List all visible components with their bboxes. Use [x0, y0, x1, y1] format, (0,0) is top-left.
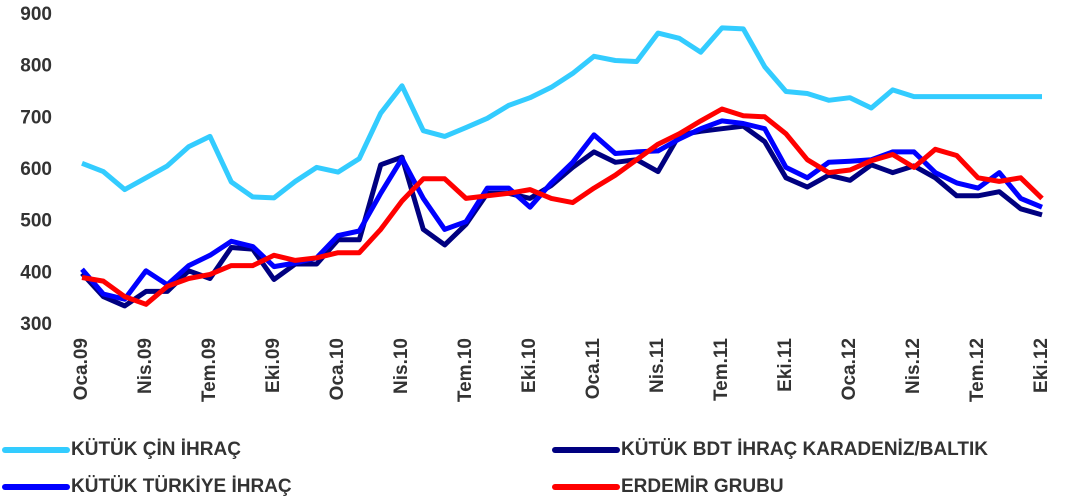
series-line	[81, 25, 1042, 201]
y-tick-label: 300	[20, 314, 52, 335]
series-line	[80, 123, 1043, 309]
x-tick-label: Oca.12	[839, 338, 860, 400]
y-tick-label: 800	[20, 56, 52, 77]
y-tick-label: 900	[20, 4, 52, 25]
x-tick-label: Tem.09	[199, 338, 220, 402]
series-line	[80, 118, 1043, 302]
x-tick-label: Eki.12	[1031, 338, 1052, 393]
x-tick-label: Eki.10	[519, 338, 540, 393]
x-tick-label: Nis.09	[135, 338, 156, 394]
y-tick-label: 700	[20, 107, 52, 128]
x-tick-label: Tem.11	[711, 338, 732, 401]
x-tick-label: Oca.09	[71, 338, 92, 400]
x-tick-label: Tem.12	[967, 338, 988, 402]
x-tick-label: Tem.10	[455, 338, 476, 402]
y-tick-label: 500	[20, 211, 52, 232]
legend-label: KÜTÜK TÜRKİYE İHRAÇ	[71, 476, 292, 497]
legend-label: KÜTÜK BDT İHRAÇ KARADENİZ/BALTIK	[621, 439, 988, 460]
y-tick-label: 400	[20, 262, 52, 283]
x-tick-label: Eki.09	[263, 338, 284, 393]
x-tick-label: Eki.11	[775, 338, 796, 392]
legend-label: ERDEMİR GRUBU	[621, 476, 784, 497]
x-tick-label: Nis.11	[647, 338, 668, 393]
x-tick-label: Nis.12	[903, 338, 924, 394]
x-tick-label: Oca.11	[583, 338, 604, 400]
y-tick-label: 600	[20, 159, 52, 180]
legend-label: KÜTÜK ÇİN İHRAÇ	[71, 439, 241, 460]
x-tick-label: Oca.10	[327, 338, 348, 400]
series-line	[81, 106, 1044, 307]
x-tick-label: Nis.10	[391, 338, 412, 394]
